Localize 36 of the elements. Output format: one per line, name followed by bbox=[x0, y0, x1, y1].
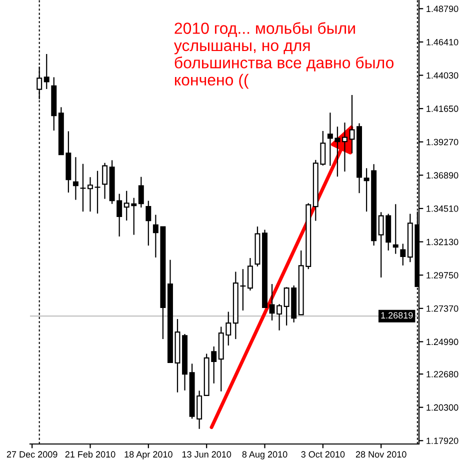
candlestick bbox=[400, 243, 406, 266]
candlestick bbox=[247, 257, 253, 292]
y-tick-label: 1.39270 bbox=[426, 138, 458, 146]
candlestick bbox=[349, 94, 355, 154]
ref-line-label: 1.26819 bbox=[381, 312, 413, 319]
y-tick-label: 1.41650 bbox=[426, 106, 458, 112]
candlestick bbox=[146, 200, 152, 246]
y-tick-label: 1.22680 bbox=[426, 371, 458, 378]
y-tick-label: 1.20300 bbox=[426, 404, 458, 411]
candlestick bbox=[342, 122, 348, 172]
x-tick-label: 18 Apr 2010 bbox=[124, 451, 172, 460]
candlestick bbox=[94, 170, 100, 214]
x-tick-label: 13 Jun 2010 bbox=[182, 451, 232, 458]
x-tick-label: 28 Nov 2010 bbox=[356, 451, 406, 458]
x-tick-label: 3 Oct 2010 bbox=[301, 451, 345, 458]
y-tick-label: 1.34510 bbox=[426, 205, 458, 212]
y-tick-label: 1.24990 bbox=[426, 338, 458, 346]
y-tick-label: 1.48790 bbox=[426, 6, 458, 12]
x-tick-label: 21 Feb 2010 bbox=[65, 450, 116, 458]
y-tick-label: 1.46410 bbox=[426, 38, 458, 46]
candlestick bbox=[88, 176, 93, 212]
y-tick-label: 1.36890 bbox=[426, 172, 458, 179]
candlestick bbox=[72, 156, 78, 200]
candlestick bbox=[392, 204, 398, 254]
x-tick-label: 27 Dec 2009 bbox=[6, 451, 58, 458]
y-tick-label: 1.32130 bbox=[426, 238, 458, 246]
annotation: 2010 год... мольбы были услышаны, но для большинства все давно было кончено (( bbox=[174, 22, 394, 89]
x-tick-label: 8 Aug 2010 bbox=[242, 451, 288, 460]
y-tick-label: 1.29750 bbox=[426, 272, 458, 278]
candlestick bbox=[44, 53, 50, 90]
candlestick bbox=[102, 162, 108, 200]
y-tick-label: 1.27370 bbox=[426, 305, 458, 312]
candlestick bbox=[138, 176, 144, 208]
y-tick-label: 1.44030 bbox=[426, 72, 458, 79]
y-tick-label: 1.17920 bbox=[426, 438, 458, 444]
candlestick bbox=[80, 163, 86, 212]
